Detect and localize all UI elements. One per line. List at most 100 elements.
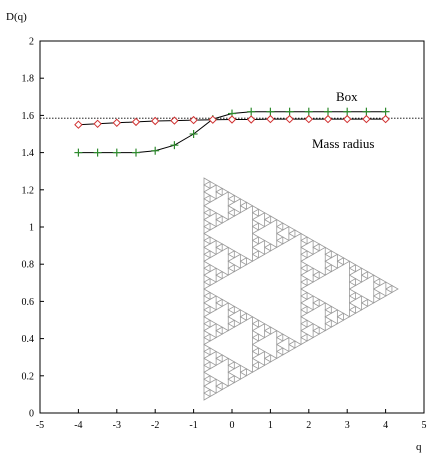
fractal-cell bbox=[264, 239, 272, 249]
fractal-cell bbox=[349, 274, 357, 283]
fractal-cell bbox=[203, 198, 211, 207]
fractal-cell bbox=[203, 329, 211, 339]
data-point bbox=[362, 114, 371, 124]
fractal-cell bbox=[318, 298, 327, 308]
fractal-cell bbox=[300, 246, 308, 256]
fractal-cell bbox=[227, 378, 236, 387]
fractal-cell bbox=[276, 329, 284, 339]
fractal-cell bbox=[203, 211, 211, 221]
plot-frame bbox=[39, 40, 425, 414]
fractal-cell bbox=[300, 295, 308, 304]
data-point bbox=[189, 130, 198, 138]
x-tick-label: 0 bbox=[230, 420, 235, 431]
fractal-cell bbox=[330, 319, 339, 328]
fractal-cell bbox=[239, 316, 248, 325]
y-ticks: 0 0.2 0.4 0.6 0.8 1 1.2 1.4 1.6 1.8 2 bbox=[22, 37, 44, 420]
fractal-cell bbox=[221, 243, 230, 252]
data-point bbox=[170, 141, 179, 150]
fractal-cell bbox=[288, 225, 296, 235]
x-tick-label: 3 bbox=[345, 420, 350, 431]
fractal-cell bbox=[373, 281, 381, 290]
fractal-cell bbox=[306, 319, 314, 328]
fractal-cell bbox=[233, 194, 242, 203]
fractal-cell bbox=[215, 267, 223, 276]
fractal-cell bbox=[246, 257, 254, 266]
fractal-cell bbox=[288, 336, 296, 346]
fractal-cell bbox=[336, 316, 345, 325]
fractal-cell bbox=[385, 288, 393, 297]
fractal-cell bbox=[300, 274, 308, 283]
fractal-cell bbox=[239, 260, 248, 269]
fractal-cell bbox=[233, 264, 242, 273]
fractal-cell bbox=[270, 243, 278, 252]
fractal-cell bbox=[221, 326, 230, 335]
data-point bbox=[324, 107, 332, 116]
fractal-cell bbox=[203, 184, 211, 193]
fractal-cell bbox=[300, 267, 308, 276]
fractal-cell bbox=[203, 225, 211, 235]
x-tick-label: -3 bbox=[113, 420, 121, 431]
fractal-cell bbox=[209, 305, 217, 314]
fractal-cell bbox=[300, 309, 308, 318]
fractal-cell bbox=[379, 291, 387, 301]
fractal-cell bbox=[367, 270, 375, 280]
fractal-cell bbox=[300, 316, 308, 325]
fractal-cell bbox=[324, 260, 333, 269]
fractal-cell bbox=[336, 253, 345, 262]
fractal-cell bbox=[270, 354, 278, 363]
fractal-cell bbox=[227, 364, 236, 373]
data-point bbox=[247, 107, 256, 116]
fractal-cell bbox=[215, 378, 223, 387]
fractal-cell bbox=[233, 375, 242, 384]
fractal-cell bbox=[300, 239, 308, 249]
data-point bbox=[342, 114, 352, 124]
x-tick-label: -5 bbox=[36, 420, 44, 431]
fractal-cell bbox=[227, 316, 236, 325]
fractal-cell bbox=[209, 333, 217, 342]
fractal-cell bbox=[252, 232, 260, 242]
fractal-cell bbox=[252, 205, 260, 214]
fractal-cell bbox=[349, 288, 357, 297]
fractal-cell bbox=[379, 277, 387, 287]
x-tick-label: 4 bbox=[383, 420, 388, 431]
fractal-cell bbox=[258, 236, 266, 245]
data-point bbox=[112, 148, 121, 157]
fractal-cell bbox=[209, 347, 217, 356]
fractal-cell bbox=[215, 239, 223, 249]
fractal-cell bbox=[209, 388, 217, 398]
fractal-cell bbox=[209, 361, 217, 370]
data-point bbox=[323, 114, 333, 124]
fractal-cell bbox=[203, 253, 211, 262]
fractal-cell bbox=[203, 267, 211, 276]
data-point bbox=[74, 148, 83, 157]
fractal-cell bbox=[276, 225, 284, 235]
fractal-cell bbox=[324, 302, 333, 311]
fractal-cell bbox=[355, 305, 363, 314]
data-point bbox=[266, 114, 275, 124]
fractal-cell bbox=[252, 329, 260, 339]
fractal-cell bbox=[300, 302, 308, 311]
fractal-cell bbox=[324, 246, 333, 256]
fractal-cell bbox=[361, 267, 369, 276]
fractal-cell bbox=[330, 264, 339, 273]
fractal-cell bbox=[203, 288, 211, 297]
fractal-cell bbox=[203, 177, 211, 186]
fractal-cell bbox=[306, 333, 314, 342]
fractal-cell bbox=[282, 333, 290, 342]
fractal-cell bbox=[233, 305, 242, 314]
fractal-cell bbox=[227, 371, 236, 380]
fractal-cell bbox=[355, 264, 363, 273]
fractal-cell bbox=[215, 329, 223, 339]
fractal-cell bbox=[355, 291, 363, 301]
fractal-cell bbox=[233, 208, 242, 217]
data-point bbox=[285, 107, 294, 116]
fractal-cell bbox=[209, 236, 217, 245]
data-point bbox=[132, 148, 140, 157]
fractal-cell bbox=[294, 229, 302, 238]
x-tick-label: -4 bbox=[74, 420, 82, 431]
fractal-cell bbox=[252, 211, 260, 221]
fractal-cell bbox=[209, 222, 217, 231]
fractal-cell bbox=[336, 309, 345, 318]
y-tick-label: 1.8 bbox=[22, 74, 35, 85]
fractal-cell bbox=[349, 302, 357, 311]
